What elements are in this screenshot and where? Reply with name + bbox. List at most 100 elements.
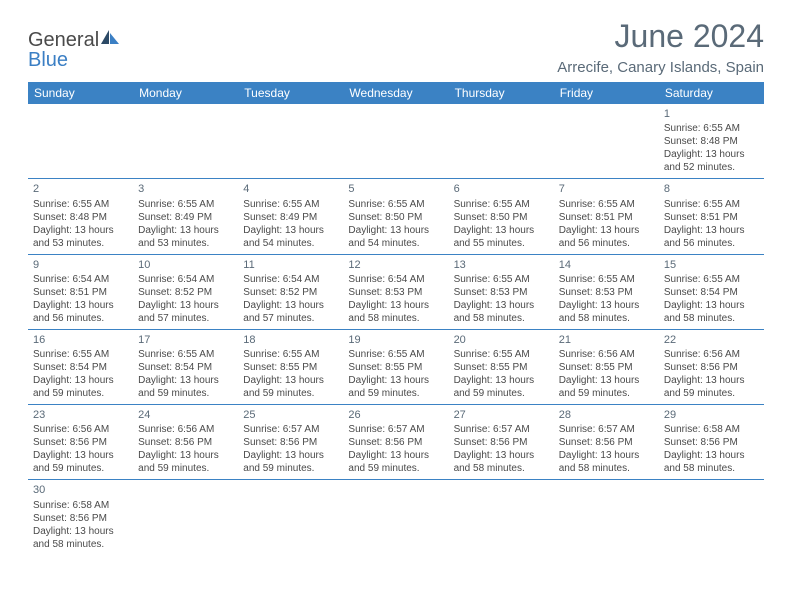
day-detail-sunrise: Sunrise: 6:57 AM [243,423,338,436]
day-cell: 17Sunrise: 6:55 AMSunset: 8:54 PMDayligh… [133,330,238,404]
day-detail-d1: Daylight: 13 hours [559,224,654,237]
day-detail-sunrise: Sunrise: 6:55 AM [664,122,759,135]
day-cell-empty [449,104,554,178]
day-detail-sunrise: Sunrise: 6:55 AM [664,273,759,286]
day-number: 30 [33,483,128,497]
day-detail-d2: and 59 minutes. [454,387,549,400]
day-number: 25 [243,408,338,422]
weekday-header: Thursday [449,82,554,104]
day-cell: 15Sunrise: 6:55 AMSunset: 8:54 PMDayligh… [659,255,764,329]
day-detail-d2: and 58 minutes. [348,312,443,325]
day-detail-d1: Daylight: 13 hours [138,299,233,312]
day-detail-sunset: Sunset: 8:56 PM [33,512,128,525]
day-detail-sunrise: Sunrise: 6:56 AM [33,423,128,436]
day-cell-empty [659,480,764,554]
day-detail-d2: and 59 minutes. [138,387,233,400]
day-number: 15 [664,258,759,272]
day-detail-d1: Daylight: 13 hours [138,449,233,462]
day-number: 26 [348,408,443,422]
day-detail-sunset: Sunset: 8:49 PM [243,211,338,224]
day-detail-d2: and 57 minutes. [138,312,233,325]
day-detail-d1: Daylight: 13 hours [664,374,759,387]
day-detail-d1: Daylight: 13 hours [243,224,338,237]
day-detail-sunrise: Sunrise: 6:55 AM [559,273,654,286]
day-detail-sunrise: Sunrise: 6:55 AM [33,198,128,211]
day-cell: 4Sunrise: 6:55 AMSunset: 8:49 PMDaylight… [238,179,343,253]
day-number: 22 [664,333,759,347]
day-detail-sunset: Sunset: 8:52 PM [138,286,233,299]
day-detail-sunset: Sunset: 8:53 PM [559,286,654,299]
day-detail-d2: and 53 minutes. [138,237,233,250]
day-detail-d2: and 56 minutes. [664,237,759,250]
day-detail-sunrise: Sunrise: 6:55 AM [243,348,338,361]
day-detail-sunset: Sunset: 8:51 PM [559,211,654,224]
day-cell: 19Sunrise: 6:55 AMSunset: 8:55 PMDayligh… [343,330,448,404]
day-number: 3 [138,182,233,196]
brand-part1: General [28,29,99,51]
day-detail-sunset: Sunset: 8:56 PM [243,436,338,449]
day-detail-sunrise: Sunrise: 6:55 AM [454,198,549,211]
day-detail-sunset: Sunset: 8:56 PM [138,436,233,449]
day-number: 7 [559,182,654,196]
day-cell: 12Sunrise: 6:54 AMSunset: 8:53 PMDayligh… [343,255,448,329]
day-detail-d1: Daylight: 13 hours [348,449,443,462]
day-detail-d2: and 59 minutes. [348,387,443,400]
day-number: 19 [348,333,443,347]
day-cell: 5Sunrise: 6:55 AMSunset: 8:50 PMDaylight… [343,179,448,253]
week-row: 23Sunrise: 6:56 AMSunset: 8:56 PMDayligh… [28,405,764,480]
day-cell: 9Sunrise: 6:54 AMSunset: 8:51 PMDaylight… [28,255,133,329]
day-number: 6 [454,182,549,196]
day-detail-d1: Daylight: 13 hours [243,299,338,312]
day-detail-d1: Daylight: 13 hours [138,374,233,387]
day-detail-sunrise: Sunrise: 6:55 AM [243,198,338,211]
day-detail-d1: Daylight: 13 hours [348,374,443,387]
day-detail-d1: Daylight: 13 hours [243,374,338,387]
day-cell: 28Sunrise: 6:57 AMSunset: 8:56 PMDayligh… [554,405,659,479]
day-detail-sunset: Sunset: 8:55 PM [243,361,338,374]
day-number: 27 [454,408,549,422]
day-number: 18 [243,333,338,347]
day-detail-sunset: Sunset: 8:55 PM [348,361,443,374]
day-detail-sunset: Sunset: 8:48 PM [664,135,759,148]
day-cell-empty [343,480,448,554]
day-cell: 10Sunrise: 6:54 AMSunset: 8:52 PMDayligh… [133,255,238,329]
day-detail-d1: Daylight: 13 hours [348,299,443,312]
location-subtitle: Arrecife, Canary Islands, Spain [557,59,764,76]
day-detail-sunset: Sunset: 8:56 PM [348,436,443,449]
weekday-header: Saturday [659,82,764,104]
day-number: 17 [138,333,233,347]
day-cell-empty [449,480,554,554]
weekday-header: Friday [554,82,659,104]
day-cell-empty [133,480,238,554]
day-cell-empty [554,104,659,178]
day-cell: 26Sunrise: 6:57 AMSunset: 8:56 PMDayligh… [343,405,448,479]
day-detail-sunrise: Sunrise: 6:56 AM [664,348,759,361]
day-detail-sunrise: Sunrise: 6:55 AM [138,348,233,361]
day-detail-sunrise: Sunrise: 6:56 AM [559,348,654,361]
day-detail-sunrise: Sunrise: 6:54 AM [33,273,128,286]
week-row: 9Sunrise: 6:54 AMSunset: 8:51 PMDaylight… [28,255,764,330]
day-detail-sunset: Sunset: 8:55 PM [454,361,549,374]
day-detail-d2: and 52 minutes. [664,161,759,174]
day-detail-sunrise: Sunrise: 6:55 AM [454,273,549,286]
day-detail-d1: Daylight: 13 hours [33,449,128,462]
day-detail-sunset: Sunset: 8:56 PM [664,361,759,374]
day-detail-d1: Daylight: 13 hours [454,449,549,462]
day-detail-d1: Daylight: 13 hours [243,449,338,462]
day-cell: 7Sunrise: 6:55 AMSunset: 8:51 PMDaylight… [554,179,659,253]
day-number: 8 [664,182,759,196]
day-cell: 2Sunrise: 6:55 AMSunset: 8:48 PMDaylight… [28,179,133,253]
day-detail-sunrise: Sunrise: 6:57 AM [559,423,654,436]
day-cell: 13Sunrise: 6:55 AMSunset: 8:53 PMDayligh… [449,255,554,329]
month-title: June 2024 [557,18,764,55]
day-detail-sunset: Sunset: 8:56 PM [33,436,128,449]
day-cell-empty [238,104,343,178]
day-detail-d2: and 58 minutes. [559,312,654,325]
day-cell: 3Sunrise: 6:55 AMSunset: 8:49 PMDaylight… [133,179,238,253]
day-detail-sunrise: Sunrise: 6:55 AM [348,198,443,211]
day-number: 24 [138,408,233,422]
day-detail-d1: Daylight: 13 hours [664,449,759,462]
day-detail-d2: and 58 minutes. [454,462,549,475]
week-row: 1Sunrise: 6:55 AMSunset: 8:48 PMDaylight… [28,104,764,179]
week-row: 30Sunrise: 6:58 AMSunset: 8:56 PMDayligh… [28,480,764,554]
